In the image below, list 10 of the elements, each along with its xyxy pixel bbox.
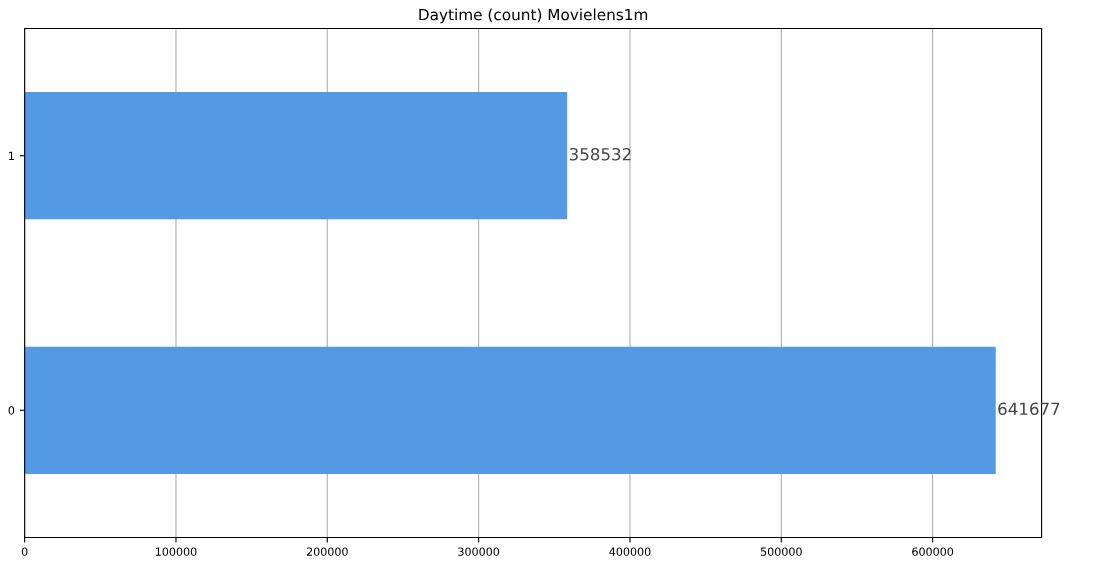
x-tick-label: 500000	[760, 547, 802, 556]
x-tick-label: 100000	[155, 547, 197, 556]
x-tick-label: 200000	[306, 547, 348, 556]
x-tick-label: 400000	[609, 547, 651, 556]
x-tick-label: 300000	[458, 547, 500, 556]
x-tick-label: 0	[21, 547, 28, 556]
y-tick-label: 1	[9, 151, 14, 160]
data-label: 358532	[569, 147, 631, 161]
chart-title: Daytime (count) Movielens1m	[419, 8, 648, 24]
x-tick-label: 600000	[912, 547, 954, 556]
